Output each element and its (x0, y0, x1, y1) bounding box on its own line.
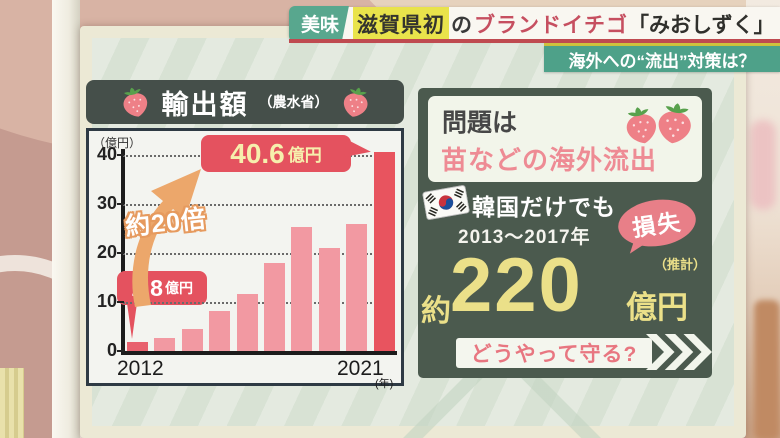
x-tick-last: 2021 (337, 357, 384, 380)
export-bar-chart: （億円） 2012 2021 (年) 約20倍 1.8 億円 40.6 億円 0… (86, 128, 404, 390)
callout-tail (127, 303, 137, 339)
triple-chevron-icon (646, 334, 712, 370)
shelf-item-wood (754, 300, 780, 438)
bar-2012 (127, 342, 148, 351)
callout-2021-value: 40.6 億円 (201, 135, 351, 172)
strawberry-icon (335, 82, 375, 122)
bar-2017 (264, 263, 285, 351)
korea-flag-icon (422, 184, 470, 220)
bar-2018 (291, 227, 313, 351)
y-tick-label: 10 (96, 291, 117, 311)
headline-bar: 美味 滋賀県初 の ブランドイチゴ 「みおしずく」 (289, 5, 780, 42)
chart-title: 輸出額 (161, 89, 249, 120)
chart-title-bar: 輸出額 （農水省） (86, 80, 404, 124)
y-tick-mark (117, 203, 124, 205)
headline-product-name: 「みおしずく」 (628, 13, 775, 37)
amount-prefix: 約 (421, 295, 451, 328)
y-tick-label: 30 (96, 193, 117, 213)
headline-underline (289, 39, 780, 43)
strawberry-pair (620, 100, 698, 151)
y-axis-unit: （億円） (93, 136, 142, 150)
wall-slats-decoration (0, 368, 24, 438)
y-tick-mark (117, 301, 124, 303)
amount-estimate-note: （推計） (654, 257, 707, 272)
bar-2020 (346, 224, 368, 351)
y-tick-mark (117, 252, 124, 254)
studio-shelf (746, 0, 780, 438)
x-axis-line (121, 351, 397, 355)
x-tick-first: 2012 (117, 357, 164, 380)
y-tick-mark (117, 350, 124, 352)
headline-highlight: 滋賀県初 (353, 6, 450, 41)
chart-source: （農水省） (258, 94, 329, 110)
y-axis-line (121, 149, 125, 354)
subheader-accent-line (544, 43, 780, 46)
gridline (123, 302, 395, 304)
problem-description: 苗などの海外流出 (441, 145, 658, 175)
callout-2012-value: 1.8 億円 (117, 271, 207, 305)
headline-badge: 美味 (289, 5, 350, 42)
callout-tail (343, 139, 373, 161)
problem-statement-box: 問題は 苗などの海外流出 (428, 96, 702, 182)
y-tick-label: 0 (106, 340, 117, 360)
bar-2016 (236, 293, 258, 351)
bar-2015 (209, 310, 231, 351)
amount-unit: 億円 (626, 290, 688, 325)
problem-label: 問題は (442, 109, 518, 137)
strawberry-icon (649, 97, 701, 149)
question-banner: どうやって守る? (456, 338, 652, 368)
loss-amount: 約 220 億円 （推計） (418, 238, 712, 338)
stand-pole (52, 0, 80, 438)
growth-arrow-icon (132, 169, 201, 307)
y-tick-label: 20 (96, 242, 117, 262)
problem-panel: 問題は 苗などの海外流出 韓国だけでも 2013〜2017年 損失 約 220 … (418, 88, 712, 378)
bar-2014 (181, 328, 203, 351)
y-tick-label: 40 (96, 144, 117, 164)
gridline (123, 253, 395, 255)
amount-value: 220 (450, 243, 583, 328)
bar-2021 (373, 152, 395, 351)
shelf-item-pink (750, 120, 776, 210)
period-label: 2013〜2017年 (458, 227, 591, 248)
x-axis-unit: (年) (375, 378, 394, 390)
gridline (123, 204, 395, 206)
strawberry-icon (114, 81, 155, 122)
subheadline: 海外への“流出”対策は？ (544, 46, 780, 72)
headline-particle: の (451, 13, 473, 37)
bar-2013 (154, 338, 176, 351)
headline-brand: ブランドイチゴ (474, 13, 629, 37)
y-tick-mark (117, 154, 124, 156)
bar-2019 (318, 248, 340, 351)
korea-label: 韓国だけでも (472, 194, 616, 220)
